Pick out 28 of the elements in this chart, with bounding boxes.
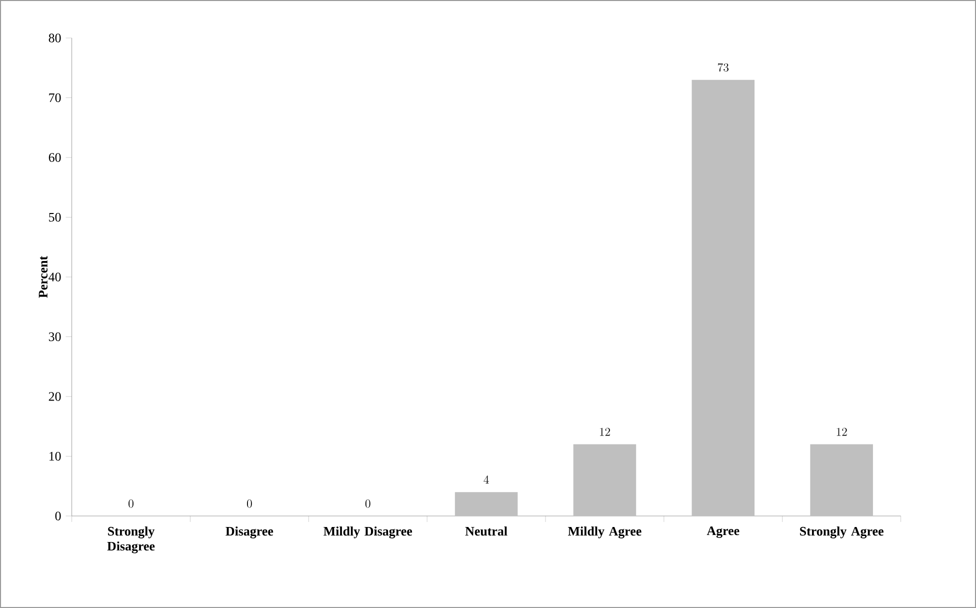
x-tick-label: Agree [706,526,740,538]
data-label: 73 [718,63,729,72]
data-label: 12 [836,428,847,436]
y-tick-label: 0 [55,512,61,520]
bar [810,444,873,516]
data-label: 4 [484,476,489,484]
x-tick-label: Disagree [226,526,274,538]
y-tick-label: 20 [48,392,61,401]
y-tick-label: 30 [48,332,61,342]
data-label: 0 [246,500,252,508]
x-tick-label: Neutral [465,526,508,536]
bar [454,492,518,516]
data-label: 0 [128,500,134,508]
y-tick-label: 70 [49,93,61,102]
bar [573,444,636,516]
bar [692,80,755,516]
y-tick-label: 50 [49,212,61,222]
data-label: 12 [600,428,610,436]
x-tick-label: Mildly Agree [568,526,642,538]
y-tick-label: 40 [48,272,61,282]
x-tick-label: Mildly Disagree [324,526,412,538]
y-tick-label: 60 [48,153,61,162]
x-tick-label: Strongly Disagree [107,526,155,554]
data-label: 0 [365,500,370,508]
y-axis-title: Percent [38,256,48,298]
x-tick-label: Strongly Agree [800,526,884,538]
y-tick-label: 80 [48,34,61,42]
y-tick-label: 10 [49,452,61,461]
